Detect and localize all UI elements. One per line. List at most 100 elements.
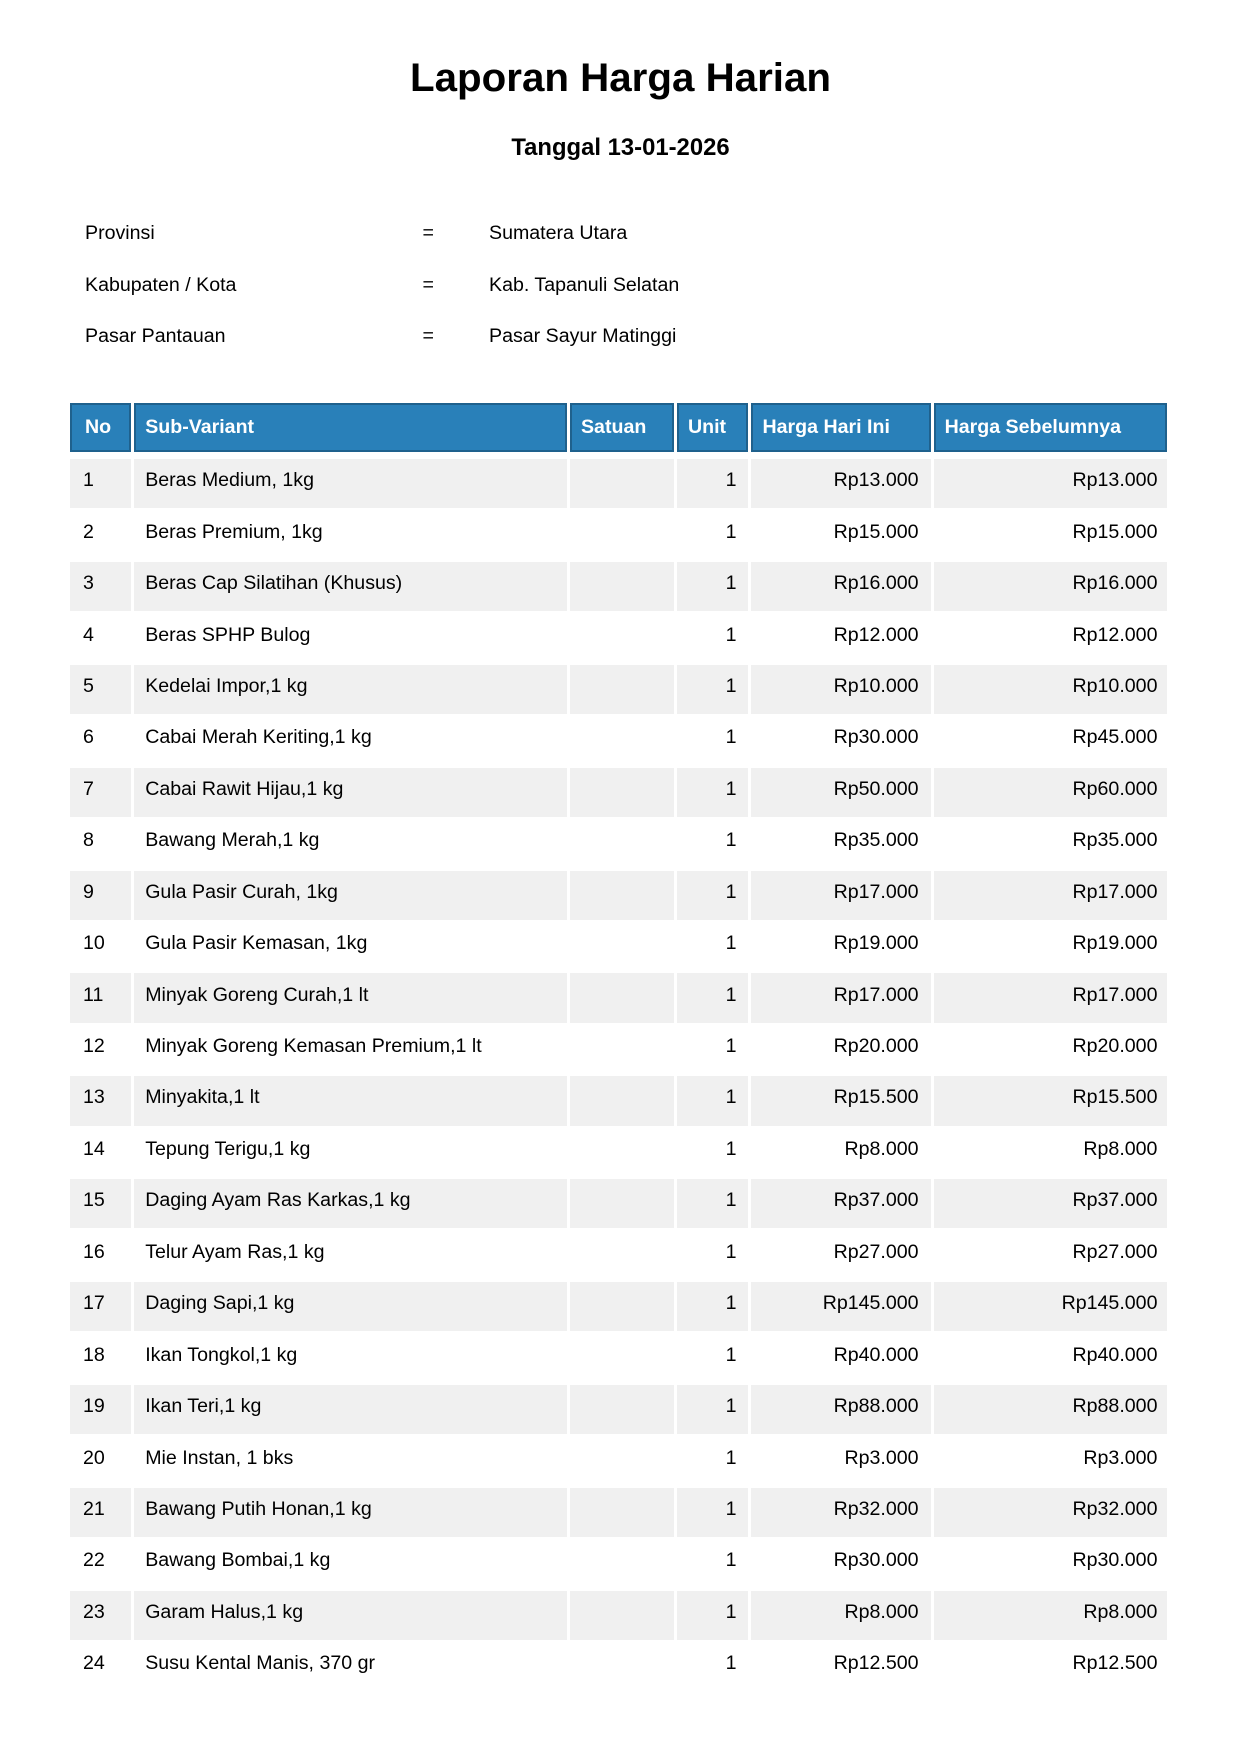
- cell-text: 1: [725, 1446, 737, 1469]
- cell-text: Kedelai Impor,1 kg: [145, 674, 308, 697]
- cell-text: 23: [83, 1600, 105, 1623]
- cell-harga-hari-ini: Rp35.000: [751, 819, 930, 868]
- cell-unit: 1: [677, 1231, 749, 1280]
- table-row: 11 Minyak Goreng Curah,1 lt 1 Rp17.000 R…: [70, 973, 1167, 1023]
- cell-text: 1: [725, 1035, 737, 1058]
- cell-unit: 1: [676, 1179, 749, 1229]
- cell-text: 16: [83, 1240, 105, 1263]
- cell-text: 8: [83, 829, 94, 852]
- cell-sub-variant: Beras SPHP Bulog: [134, 613, 567, 662]
- cell-satuan: [570, 613, 674, 662]
- cell-no: 17: [70, 1282, 132, 1332]
- cell-text: 1: [725, 520, 737, 543]
- table-row: 8 Bawang Merah,1 kg 1 Rp35.000 Rp35.000: [70, 819, 1167, 868]
- cell-no: 11: [70, 973, 132, 1023]
- cell-text: Mie Instan, 1 bks: [145, 1446, 294, 1469]
- cell-harga-sebelumnya: Rp10.000: [933, 664, 1167, 715]
- cell-text: 1: [725, 469, 737, 492]
- cell-no: 7: [70, 767, 132, 817]
- cell-text: Rp12.000: [1072, 623, 1158, 646]
- cell-text: Rp3.000: [844, 1446, 919, 1469]
- cell-text: 20: [83, 1446, 105, 1469]
- cell-harga-sebelumnya: Rp13.000: [933, 459, 1167, 509]
- cell-text: 6: [83, 726, 94, 749]
- cell-sub-variant: Minyak Goreng Kemasan Premium,1 lt: [134, 1025, 567, 1074]
- table-row: 16 Telur Ayam Ras,1 kg 1 Rp27.000 Rp27.0…: [70, 1231, 1167, 1280]
- cell-text: 24: [83, 1652, 105, 1675]
- cell-satuan: [570, 1539, 674, 1588]
- cell-unit: 1: [677, 1025, 749, 1074]
- cell-harga-hari-ini: Rp15.000: [751, 510, 930, 559]
- cell-text: Rp145.000: [822, 1292, 919, 1315]
- cell-unit: 1: [676, 870, 749, 920]
- cell-harga-sebelumnya: Rp12.000: [934, 613, 1167, 662]
- cell-unit: 1: [677, 1128, 749, 1177]
- cell-text: 1: [725, 572, 737, 595]
- cell-unit: 1: [677, 613, 749, 662]
- cell-satuan: [570, 819, 674, 868]
- cell-no: 2: [70, 510, 131, 559]
- cell-text: 1: [725, 1395, 737, 1418]
- price-table: No Sub-Variant Satuan Unit Harga Hari In…: [70, 403, 1167, 1694]
- table-row: 1 Beras Medium, 1kg 1 Rp13.000 Rp13.000: [70, 459, 1167, 509]
- cell-text: Rp15.500: [833, 1086, 919, 1109]
- cell-text: Rp40.000: [1072, 1343, 1158, 1366]
- cell-no: 6: [70, 716, 131, 765]
- cell-no: 15: [70, 1179, 132, 1229]
- cell-harga-sebelumnya: Rp12.500: [934, 1642, 1167, 1691]
- cell-unit: 1: [677, 716, 749, 765]
- cell-satuan: [569, 973, 674, 1023]
- cell-text: 1: [725, 623, 737, 646]
- cell-text: Rp19.000: [833, 932, 919, 955]
- cell-harga-hari-ini: Rp13.000: [751, 459, 931, 509]
- cell-unit: 1: [676, 1076, 749, 1126]
- cell-satuan: [569, 664, 674, 715]
- page-subtitle: Tanggal 13-01-2026: [511, 134, 730, 161]
- table-row: 19 Ikan Teri,1 kg 1 Rp88.000 Rp88.000: [70, 1384, 1167, 1435]
- cell-text: Rp32.000: [1072, 1497, 1158, 1520]
- cell-no: 24: [70, 1642, 131, 1691]
- cell-sub-variant: Daging Sapi,1 kg: [134, 1282, 567, 1332]
- cell-unit: 1: [676, 561, 749, 612]
- cell-satuan: [569, 767, 674, 817]
- cell-text: Beras Medium, 1kg: [145, 469, 314, 492]
- cell-text: 17: [83, 1292, 105, 1315]
- cell-text: 1: [725, 880, 737, 903]
- cell-harga-sebelumnya: Rp8.000: [934, 1128, 1167, 1177]
- cell-sub-variant: Minyakita,1 lt: [134, 1076, 567, 1126]
- cell-text: Rp10.000: [1072, 674, 1158, 697]
- cell-text: 1: [725, 1292, 737, 1315]
- column-header-harga-hari-ini: Harga Hari Ini: [751, 403, 931, 452]
- cell-harga-hari-ini: Rp50.000: [751, 767, 931, 817]
- cell-text: Gula Pasir Kemasan, 1kg: [145, 932, 368, 955]
- cell-text: Susu Kental Manis, 370 gr: [145, 1652, 376, 1675]
- table-row: 18 Ikan Tongkol,1 kg 1 Rp40.000 Rp40.000: [70, 1333, 1167, 1382]
- cell-sub-variant: Garam Halus,1 kg: [134, 1590, 567, 1640]
- cell-no: 10: [70, 922, 131, 971]
- meta-label: Pasar Pantauan: [85, 325, 226, 348]
- cell-text: 10: [83, 932, 105, 955]
- cell-text: 12: [83, 1035, 105, 1058]
- cell-sub-variant: Beras Medium, 1kg: [134, 459, 567, 509]
- cell-text: Daging Sapi,1 kg: [145, 1292, 295, 1315]
- cell-unit: 1: [677, 510, 749, 559]
- cell-text: 18: [83, 1343, 105, 1366]
- table-row: 5 Kedelai Impor,1 kg 1 Rp10.000 Rp10.000: [70, 664, 1167, 715]
- cell-text: Rp8.000: [844, 1600, 919, 1623]
- cell-sub-variant: Susu Kental Manis, 370 gr: [134, 1642, 567, 1691]
- cell-text: Garam Halus,1 kg: [145, 1600, 304, 1623]
- cell-unit: 1: [676, 1384, 749, 1435]
- cell-satuan: [569, 459, 674, 509]
- cell-satuan: [570, 1333, 674, 1382]
- cell-text: 1: [725, 726, 737, 749]
- cell-text: 1: [725, 1240, 737, 1263]
- cell-satuan: [570, 1128, 674, 1177]
- cell-text: 1: [725, 932, 737, 955]
- equals-sign: =: [422, 222, 434, 245]
- cell-harga-sebelumnya: Rp15.000: [934, 510, 1167, 559]
- cell-sub-variant: Tepung Terigu,1 kg: [134, 1128, 567, 1177]
- cell-no: 16: [70, 1231, 131, 1280]
- cell-text: Ikan Tongkol,1 kg: [145, 1343, 298, 1366]
- cell-satuan: [570, 922, 674, 971]
- cell-harga-sebelumnya: Rp3.000: [934, 1436, 1167, 1485]
